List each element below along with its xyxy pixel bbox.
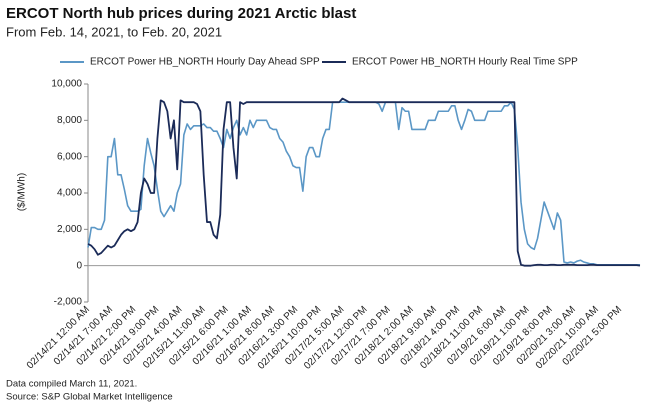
y-tick-label: 2,000 xyxy=(57,224,82,235)
y-tick-label: 8,000 xyxy=(57,115,82,126)
y-tick-label: -2,000 xyxy=(54,297,83,308)
series-line xyxy=(87,101,640,266)
legend-label: ERCOT Power HB_NORTH Hourly Day Ahead SP… xyxy=(90,57,320,68)
series-line xyxy=(87,97,641,267)
y-tick-label: 4,000 xyxy=(57,188,82,199)
chart-subtitle: From Feb. 14, 2021, to Feb. 20, 2021 xyxy=(6,24,222,39)
y-tick-label: 0 xyxy=(76,260,82,271)
y-tick-label: 10,000 xyxy=(51,79,82,90)
chart-title: ERCOT North hub prices during 2021 Arcti… xyxy=(6,5,356,22)
y-tick-label: 6,000 xyxy=(57,151,82,162)
note: Data compiled March 11, 2021. xyxy=(6,379,137,390)
legend-label: ERCOT Power HB_NORTH Hourly Real Time SP… xyxy=(352,57,578,68)
note: Source: S&P Global Market Intelligence xyxy=(6,392,173,403)
y-axis-label: ($/MWh) xyxy=(17,173,28,211)
